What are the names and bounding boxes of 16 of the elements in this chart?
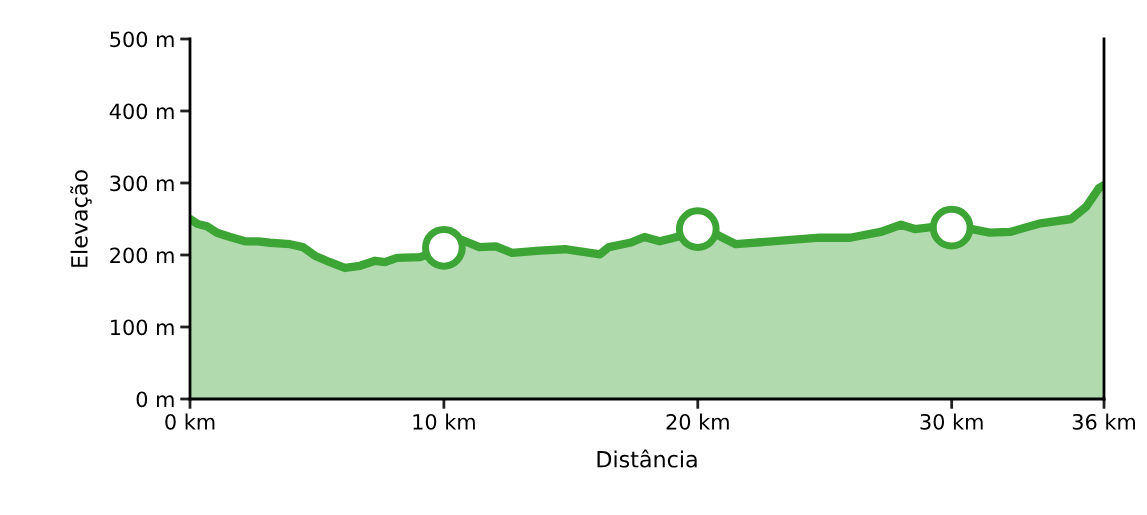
x-axis-title: Distância bbox=[597, 449, 697, 468]
x-tick-label: 36 km bbox=[1072, 413, 1135, 430]
y-tick-label: 400 m bbox=[109, 103, 174, 120]
point bbox=[422, 225, 466, 270]
point bbox=[929, 205, 974, 250]
y-tick-label: 300 m bbox=[110, 175, 174, 192]
x-tick-label: 10 km bbox=[413, 413, 475, 430]
y-tick-label: 100 m bbox=[111, 319, 174, 336]
x-tick-label: 20 km bbox=[666, 413, 729, 430]
point bbox=[675, 207, 720, 251]
y-axis-title: Elevação bbox=[70, 170, 92, 267]
y-tick-label: 200 m bbox=[110, 247, 174, 264]
x-tick-label: 30 km bbox=[920, 413, 983, 430]
x-tick-label: 0 km bbox=[165, 413, 215, 430]
y-tick-label: 0 m bbox=[136, 391, 174, 408]
y-tick-label: 500 m bbox=[110, 31, 174, 48]
